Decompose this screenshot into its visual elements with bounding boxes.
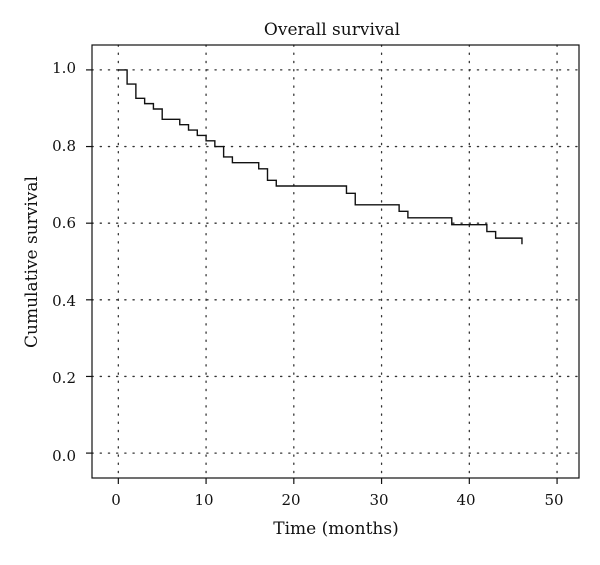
x-axis-title: Time (months) <box>273 519 398 539</box>
x-tick-label: 40 <box>456 491 475 509</box>
plot-frame <box>91 44 580 479</box>
y-tick-label: 0.4 <box>52 292 76 310</box>
y-tick-label: 0.6 <box>52 214 76 232</box>
y-tick-label: 1.0 <box>52 59 76 77</box>
x-tick-label: 20 <box>281 491 300 509</box>
y-tick-label: 0.2 <box>52 369 76 387</box>
y-tick-label: 0.8 <box>52 137 76 155</box>
x-tick-label: 50 <box>544 491 563 509</box>
chart-title: Overall survival <box>264 20 400 40</box>
x-tick-label: 10 <box>194 491 213 509</box>
x-tick-label: 30 <box>369 491 388 509</box>
grid-lines <box>91 44 580 479</box>
survival-curve <box>118 69 523 245</box>
x-tick-label: 0 <box>111 491 121 509</box>
y-tick-label: 0.0 <box>52 447 76 465</box>
axis-ticks <box>86 69 558 484</box>
y-axis-title: Cumulative survival <box>22 176 42 348</box>
